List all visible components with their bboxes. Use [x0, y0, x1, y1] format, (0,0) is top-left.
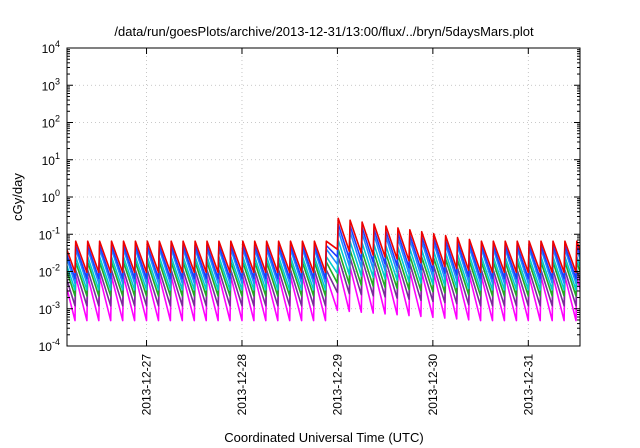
series-line [67, 217, 580, 274]
x-tick-label: 2013-12-29 [330, 354, 344, 416]
x-tick-label: 2013-12-27 [140, 354, 154, 416]
y-tick-label: 10-3 [39, 300, 60, 317]
y-tick-label: 10-4 [39, 337, 60, 354]
series-line [67, 229, 580, 285]
y-tick-label: 10-1 [39, 225, 60, 242]
x-tick-label: 2013-12-30 [426, 354, 440, 416]
series-line [67, 256, 580, 307]
y-tick-label: 102 [42, 114, 60, 131]
chart-title: /data/run/goesPlots/archive/2013-12-31/1… [114, 24, 534, 39]
series-line [67, 239, 580, 291]
x-axis-label: Coordinated Universal Time (UTC) [224, 430, 423, 445]
x-axis-ticks: 2013-12-27 2013-12-28 2013-12-29 2013-12-30… [140, 48, 535, 416]
y-tick-label: 103 [42, 76, 60, 93]
x-tick-label: 2013-12-28 [235, 354, 249, 416]
series-line [67, 223, 580, 280]
y-tick-label: 10-2 [39, 263, 60, 280]
series-line [67, 265, 580, 322]
y-tick-label: 100 [42, 188, 60, 205]
y-axis-label: cGy/day [10, 173, 25, 221]
y-axis-ticks: 10-4 10-3 10-2 10-1 100 101 102 103 104 [39, 39, 580, 354]
y-tick-label: 101 [42, 151, 60, 168]
series-line [67, 248, 580, 297]
y-tick-label: 104 [42, 39, 60, 56]
x-tick-label: 2013-12-31 [521, 354, 535, 416]
series-group [67, 217, 580, 322]
